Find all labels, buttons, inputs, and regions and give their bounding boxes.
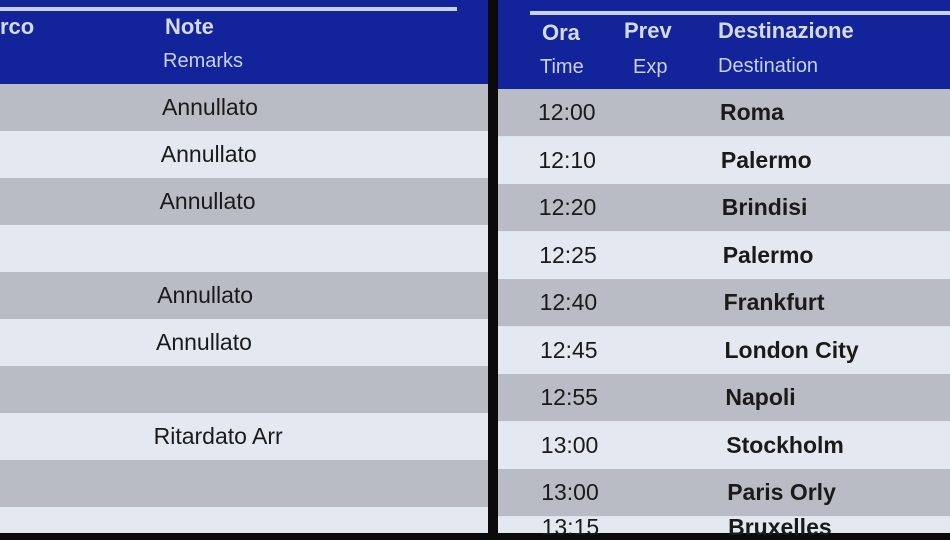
- destination: Napoli: [725, 384, 796, 410]
- header-destination-en: Destination: [718, 55, 819, 77]
- remarks-row: Annullato: [0, 84, 488, 131]
- remarks-row: [0, 507, 488, 533]
- remarks-row: Annullato: [0, 272, 488, 319]
- header-exp-it: Prev: [624, 18, 672, 43]
- departure-time: 12:55: [540, 384, 598, 410]
- departure-time: 12:40: [539, 289, 598, 315]
- destination: Stockholm: [726, 432, 844, 458]
- remarks-header: rco Note Remarks: [0, 0, 488, 84]
- departure-row: 12:45 London City: [498, 327, 950, 374]
- destination: Brindisi: [721, 194, 808, 220]
- header-remarks: Remarks: [163, 50, 244, 72]
- departure-time: 13:00: [540, 432, 599, 458]
- destination: London City: [724, 337, 859, 363]
- header-time-it: Ora: [542, 20, 580, 45]
- header-time-en: Time: [540, 56, 584, 78]
- remarks-row: [0, 366, 488, 413]
- departure-time: 12:20: [538, 194, 597, 220]
- departure-row: 13:00 Stockholm: [498, 422, 950, 469]
- departure-time: 12:00: [538, 99, 596, 125]
- departure-time: 12:10: [538, 147, 596, 173]
- remarks-row: Annullato: [0, 131, 488, 178]
- remarks-row: [0, 225, 488, 272]
- remark-text: Annullato: [156, 329, 252, 355]
- destination: Frankfurt: [723, 289, 825, 315]
- remark-text: Annullato: [159, 188, 256, 214]
- header-note: Note: [165, 14, 214, 39]
- header-col1-partial: rco: [0, 14, 35, 39]
- destination: Bruxelles: [728, 514, 832, 540]
- departure-row: 13:15 Bruxelles: [498, 514, 950, 540]
- departure-time: 12:45: [540, 337, 598, 363]
- departure-time: 12:25: [539, 242, 597, 268]
- remarks-row: [0, 460, 488, 507]
- remarks-row: Annullato: [0, 319, 488, 366]
- remarks-board: rco Note Remarks Annullato Annullato Annul…: [0, 0, 488, 533]
- departure-row: 12:40 Frankfurt: [498, 279, 950, 326]
- remark-text: Annullato: [157, 282, 254, 308]
- departure-row: 12:10 Palermo: [498, 137, 950, 184]
- header-exp-en: Exp: [633, 56, 668, 78]
- remark-text: Ritardato Arr: [153, 423, 283, 449]
- departure-row: 12:25 Palermo: [498, 232, 950, 279]
- destination: Palermo: [722, 242, 814, 268]
- destination: Paris Orly: [727, 479, 836, 505]
- departure-row: 12:20 Brindisi: [498, 184, 950, 231]
- departures-board: Ora Time Prev Exp Destinazione Destinati…: [498, 0, 950, 540]
- remarks-row: Ritardato Arr: [0, 413, 488, 460]
- departure-time: 13:00: [541, 479, 599, 505]
- remark-text: Annullato: [162, 94, 258, 120]
- remark-text: Annullato: [160, 141, 257, 167]
- departure-row: 12:55 Napoli: [498, 374, 950, 421]
- departure-time: 13:15: [541, 514, 600, 540]
- destination: Roma: [720, 99, 784, 125]
- departure-row: 12:00 Roma: [498, 89, 950, 136]
- header-rule: [530, 11, 950, 15]
- header-destination-it: Destinazione: [718, 18, 854, 43]
- remarks-row: Annullato: [0, 178, 488, 225]
- departure-row: 13:00 Paris Orly: [498, 469, 950, 516]
- destination: Palermo: [720, 147, 812, 173]
- header-rule: [0, 7, 457, 11]
- departures-header: Ora Time Prev Exp Destinazione Destinati…: [498, 0, 950, 89]
